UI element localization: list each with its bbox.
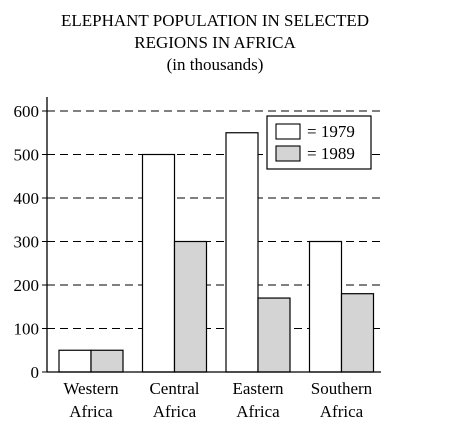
y-tick-label: 0 (31, 363, 40, 382)
y-tick-label: 400 (14, 189, 40, 208)
y-tick-label: 600 (14, 102, 40, 121)
chart-titles: ELEPHANT POPULATION IN SELECTED REGIONS … (0, 10, 430, 76)
legend-label: = 1979 (307, 122, 355, 141)
x-category-labels: Western Africa Central Africa Eastern Africa S… (63, 379, 372, 421)
y-tick-label: 500 (14, 146, 40, 165)
bars (58, 132, 375, 373)
x-category-label: Africa (320, 402, 364, 421)
bar (340, 293, 375, 373)
legend: = 1979 = 1989 (266, 115, 372, 170)
axes (42, 97, 381, 373)
x-category-label: Southern (311, 379, 373, 398)
x-category-label: Africa (236, 402, 280, 421)
x-category-label: Central (149, 379, 199, 398)
chart-title-line2: REGIONS IN AFRICA (134, 33, 296, 52)
x-category-label: Africa (153, 402, 197, 421)
chart-subtitle: (in thousands) (166, 55, 264, 74)
y-tick-label: 100 (14, 320, 40, 339)
bar (58, 349, 92, 373)
y-tick-labels: 0 100 200 300 400 500 600 (14, 102, 40, 382)
bar (141, 153, 176, 373)
bar (257, 297, 291, 373)
x-category-label: Eastern (233, 379, 284, 398)
y-tick-label: 300 (14, 233, 40, 252)
y-tick-label: 200 (14, 276, 40, 295)
bar (173, 240, 208, 373)
legend-label: = 1989 (307, 144, 355, 163)
x-category-label: Western (63, 379, 119, 398)
legend-swatch (275, 145, 301, 162)
legend-swatch (275, 123, 301, 140)
bar (225, 132, 259, 373)
chart-title: ELEPHANT POPULATION IN SELECTED (60, 11, 370, 30)
bar (308, 240, 343, 373)
x-category-label: Africa (69, 402, 113, 421)
bar (90, 349, 124, 373)
